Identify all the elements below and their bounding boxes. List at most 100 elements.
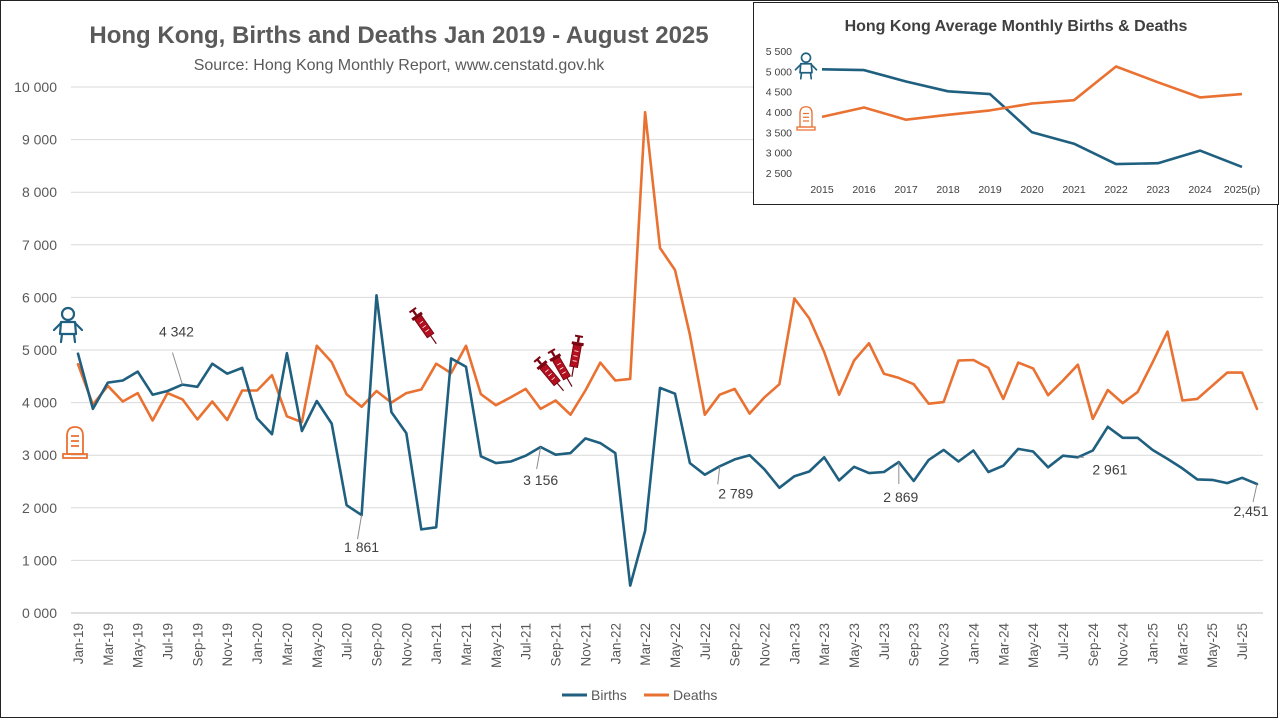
- main-x-tick-label: Sep-19: [190, 623, 205, 667]
- main-x-tick-label: May-20: [310, 623, 325, 668]
- main-x-tick-label: Nov-20: [399, 623, 414, 667]
- main-x-tick-label: Jan-24: [966, 623, 981, 665]
- main-x-tick-label: May-19: [131, 623, 146, 668]
- baby-icon-legs: [59, 332, 77, 344]
- inset-x-tick-label: 2016: [852, 184, 876, 196]
- inset-y-tick-label: 4 500: [766, 87, 792, 99]
- data-label: 2 789: [718, 485, 753, 501]
- syringe-icon-plunger-cap: [408, 307, 417, 314]
- main-x-tick-label: Jul-20: [340, 623, 355, 660]
- main-legend: Births Deaths: [562, 687, 717, 703]
- syringe-icon-flange: [549, 353, 562, 362]
- inset-x-tick-label: 2018: [936, 184, 960, 196]
- syringe-icon-plunger-cap: [533, 356, 541, 363]
- data-label-leader: [717, 466, 721, 485]
- gravestone-icon-stone: [799, 106, 813, 128]
- main-x-tick-label: Sep-23: [907, 623, 922, 667]
- inset-chart-title: Hong Kong Average Monthly Births & Death…: [845, 18, 1188, 35]
- baby-icon: [794, 52, 818, 80]
- main-x-tick-label: Jan-19: [71, 623, 86, 664]
- syringe-icon: [547, 348, 573, 387]
- main-y-tick-label: 0 000: [22, 605, 57, 621]
- main-x-tick-label: Nov-22: [758, 623, 773, 667]
- main-chart-title: Hong Kong, Births and Deaths Jan 2019 - …: [89, 22, 708, 49]
- main-y-tick-label: 6 000: [22, 289, 57, 305]
- inset-x-axis: 2015 2016 2017 2018 2019 2020 2021 2022 2023 2024…: [810, 184, 1260, 196]
- main-x-tick-label: May-23: [847, 623, 862, 668]
- gravestone-icon-base: [62, 453, 88, 459]
- main-x-tick-label: Jul-23: [877, 623, 892, 660]
- inset-x-tick-label: 2020: [1020, 184, 1044, 196]
- main-y-tick-label: 3 000: [22, 447, 57, 463]
- inset-series-lines: [821, 65, 1243, 169]
- main-y-axis: 0 000 1 000 2 000 3 000 4 000 5 000 6 000 7 000…: [14, 79, 57, 621]
- main-x-tick-label: Jul-25: [1235, 623, 1250, 660]
- legend-label-deaths: Deaths: [673, 687, 717, 703]
- baby-icon-body: [58, 320, 78, 336]
- syringe-icon-plunger-cap: [547, 348, 556, 354]
- inset-x-tick-label: 2025(p): [1224, 184, 1260, 196]
- main-x-tick-label: Sep-24: [1086, 623, 1101, 667]
- syringe-icon-needle: [571, 366, 575, 377]
- syringe-icon-flange: [411, 311, 423, 321]
- data-label-leader: [1252, 483, 1258, 503]
- main-y-tick-label: 9 000: [22, 132, 57, 148]
- baby-icon-legs: [799, 71, 813, 80]
- main-x-tick-label: Mar-22: [638, 623, 653, 666]
- baby-icon-body: [799, 62, 813, 74]
- inset-series-line-births: [821, 68, 1243, 169]
- data-label: 4 342: [159, 324, 194, 340]
- inset-x-tick-label: 2019: [978, 184, 1002, 196]
- syringe-icon-needle: [566, 377, 573, 387]
- inset-x-tick-label: 2017: [894, 184, 918, 196]
- inset-x-tick-label: 2021: [1062, 184, 1086, 196]
- main-y-tick-label: 4 000: [22, 395, 57, 411]
- main-x-tick-label: Sep-21: [549, 623, 564, 667]
- syringe-icon-plunger-cap: [574, 334, 584, 339]
- data-label-leader: [171, 352, 183, 385]
- main-chart-subtitle: Source: Hong Kong Monthly Report, www.ce…: [194, 57, 606, 74]
- gravestone-icon-stone: [66, 426, 84, 455]
- inset-x-tick-label: 2024: [1188, 184, 1212, 196]
- main-x-tick-label: Mar-24: [996, 623, 1011, 666]
- data-label: 2,451: [1233, 503, 1268, 519]
- main-x-tick-label: Jan-23: [787, 623, 802, 664]
- syringe-icon-flange: [536, 360, 548, 371]
- series-line-deaths: [76, 110, 1259, 424]
- inset-x-tick-label: 2022: [1104, 184, 1128, 196]
- baby-icon-head: [60, 306, 76, 322]
- main-x-tick-label: May-24: [1026, 623, 1041, 669]
- baby-icon: [52, 306, 84, 344]
- syringe-icon: [533, 356, 565, 392]
- main-x-tick-label: May-22: [668, 623, 683, 668]
- inset-x-tick-label: 2015: [810, 184, 834, 196]
- gravestone-icon-base: [796, 126, 816, 131]
- inset-y-tick-label: 5 000: [766, 66, 792, 78]
- inset-y-tick-label: 2 500: [766, 168, 792, 180]
- main-x-tick-label: Jan-25: [1146, 623, 1161, 664]
- gravestone-icon: [62, 426, 88, 459]
- main-x-axis: Jan-19 Mar-19 May-19 Jul-19 Sep-19 Nov-19 Jan-…: [71, 612, 1263, 669]
- main-icons: [52, 306, 584, 459]
- main-x-tick-label: Mar-25: [1175, 623, 1190, 666]
- main-x-tick-label: Mar-20: [280, 623, 295, 666]
- baby-icon-head: [800, 52, 812, 64]
- gravestone-icon-lines: [71, 435, 79, 447]
- main-x-tick-label: Jul-21: [519, 623, 534, 660]
- main-x-tick-label: Mar-23: [817, 623, 832, 666]
- data-label: 2 869: [883, 489, 918, 505]
- main-x-tick-label: Nov-23: [937, 623, 952, 667]
- baby-icon-arms: [794, 63, 818, 71]
- data-label-leader: [357, 515, 363, 540]
- main-x-tick-label: Mar-21: [459, 623, 474, 666]
- inset-chart: Hong Kong Average Monthly Births & Death…: [766, 18, 1260, 196]
- inset-y-tick-label: 3 000: [766, 148, 792, 160]
- inset-y-axis: 2 500 3 000 3 500 4 000 4 500 5 000 5 500: [766, 46, 792, 180]
- main-x-tick-label: Mar-19: [101, 623, 116, 666]
- gravestone-icon-lines: [803, 112, 809, 122]
- main-x-tick-label: Nov-19: [220, 623, 235, 667]
- main-x-tick-label: May-25: [1205, 623, 1220, 668]
- inset-y-tick-label: 4 000: [766, 107, 792, 119]
- syringe-icon-needle: [556, 382, 565, 392]
- syringe-icon-plunger: [576, 336, 581, 343]
